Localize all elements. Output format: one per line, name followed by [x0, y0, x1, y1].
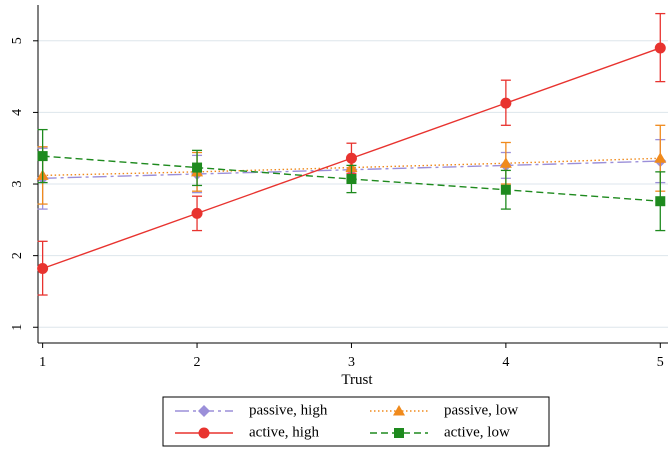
y-tick-label: 2	[10, 252, 25, 259]
legend-label: active, high	[249, 424, 319, 440]
series-active-low	[37, 128, 666, 232]
data-point	[655, 196, 666, 207]
legend-marker	[393, 405, 405, 416]
legend-item: passive, low	[370, 402, 518, 418]
grid-lines	[38, 40, 668, 328]
axes: 1 2 3 4 5 1 2 3 4 5	[10, 5, 668, 370]
legend-item: active, low	[370, 424, 510, 440]
data-point	[654, 152, 667, 163]
data-point	[500, 184, 511, 195]
x-tick-label: 3	[348, 355, 355, 370]
data-point	[500, 97, 512, 109]
data-point	[192, 162, 203, 173]
legend-marker	[198, 405, 210, 417]
legend-item: active, high	[175, 424, 319, 440]
legend-marker	[394, 428, 404, 438]
data-point	[345, 152, 357, 164]
legend-item: passive, high	[175, 402, 328, 418]
legend-label: passive, low	[444, 402, 518, 418]
data-point	[346, 174, 357, 185]
x-tick-label: 2	[194, 355, 201, 370]
data-point	[37, 151, 48, 162]
y-tick-label: 5	[10, 37, 25, 44]
x-axis-title: Trust	[341, 372, 373, 388]
series-active-high	[37, 12, 666, 296]
legend-box	[162, 396, 550, 447]
data-point	[499, 157, 512, 168]
legend-label: passive, high	[249, 402, 328, 418]
x-tick-label: 1	[39, 355, 46, 370]
y-tick-label: 3	[10, 181, 25, 188]
plot-area	[36, 12, 667, 296]
y-tick-label: 1	[10, 324, 25, 331]
legend-label: active, low	[444, 424, 510, 440]
legend: passive, high passive, low active, high act…	[162, 396, 550, 447]
legend-marker	[198, 427, 210, 439]
data-point	[191, 207, 203, 219]
x-tick-label: 4	[502, 355, 509, 370]
x-tick-label: 5	[657, 355, 664, 370]
data-point	[37, 263, 49, 275]
data-point	[654, 42, 666, 54]
y-tick-label: 4	[10, 109, 25, 116]
